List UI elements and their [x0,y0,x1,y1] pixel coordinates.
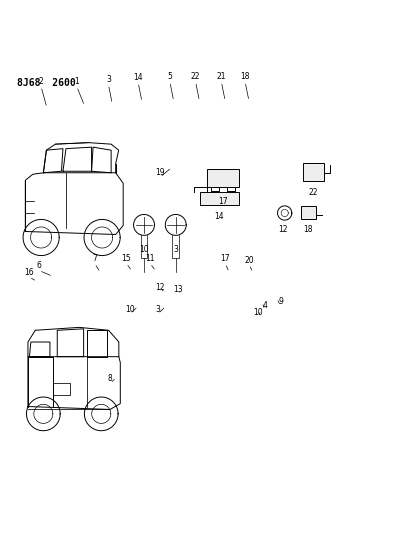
Text: 18: 18 [240,72,250,82]
Text: 5: 5 [167,72,172,82]
Text: 19: 19 [155,168,165,177]
Text: 18: 18 [303,225,313,234]
FancyBboxPatch shape [200,192,239,205]
Text: 14: 14 [133,73,143,82]
Text: 14: 14 [215,212,224,221]
Text: 3: 3 [173,245,178,254]
Bar [53,383,71,395]
Text: 16: 16 [24,268,34,277]
Text: 17: 17 [219,197,228,206]
Text: 12: 12 [155,283,165,292]
Text: 1: 1 [74,77,79,86]
Text: 2: 2 [39,77,43,86]
FancyBboxPatch shape [302,164,324,181]
Text: 6: 6 [37,262,41,270]
Text: 22: 22 [191,72,200,82]
Text: 4: 4 [263,301,267,310]
Text: 10: 10 [125,305,135,314]
FancyBboxPatch shape [300,206,316,219]
Text: 8: 8 [108,374,113,383]
Text: 22: 22 [309,189,318,197]
Text: 3: 3 [156,305,160,314]
Text: 10: 10 [253,308,263,317]
Text: 3: 3 [106,75,111,84]
Text: 9: 9 [278,297,283,306]
Text: 8J68  2600: 8J68 2600 [17,78,76,88]
Text: 10: 10 [139,245,149,254]
Text: 11: 11 [145,254,155,263]
Text: 13: 13 [173,285,182,294]
Text: 20: 20 [244,255,254,264]
Text: 17: 17 [220,254,230,263]
Text: 21: 21 [217,72,226,82]
Text: 12: 12 [278,225,287,234]
Text: 15: 15 [121,254,131,263]
Text: 7: 7 [92,254,97,263]
FancyBboxPatch shape [207,169,239,187]
